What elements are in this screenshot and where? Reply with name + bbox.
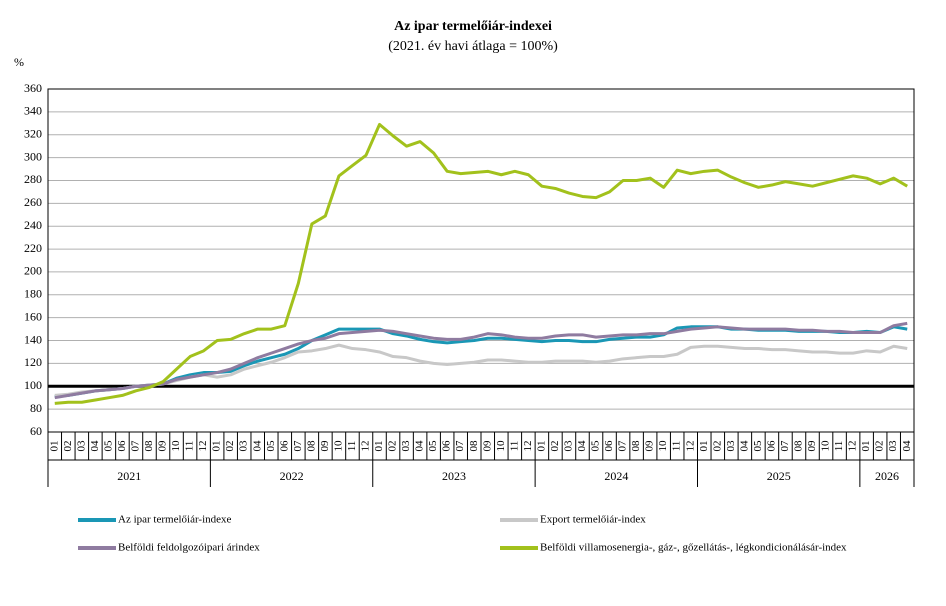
x-tick-label: 12 xyxy=(522,441,534,452)
x-tick-label: 11 xyxy=(671,441,683,452)
x-tick-label: 06 xyxy=(116,440,128,452)
x-tick-label: 03 xyxy=(75,440,87,452)
x-tick-label: 10 xyxy=(657,440,669,452)
x-tick-label: 04 xyxy=(89,440,101,452)
chart-title: Az ipar termelőiár-indexei xyxy=(394,19,552,34)
x-tick-label: 02 xyxy=(62,441,74,452)
x-tick-label: 12 xyxy=(197,441,209,452)
y-tick-label: 120 xyxy=(24,355,42,369)
x-tick-label: 07 xyxy=(454,440,466,452)
year-label: 2024 xyxy=(604,469,628,483)
x-tick-label: 06 xyxy=(603,440,615,452)
x-tick-label: 04 xyxy=(901,440,913,452)
y-tick-label: 60 xyxy=(30,424,42,438)
legend-label: Belföldi feldolgozóipari árindex xyxy=(118,542,260,554)
x-tick-label: 03 xyxy=(725,440,737,452)
x-tick-label: 01 xyxy=(860,441,872,452)
x-tick-label: 04 xyxy=(251,440,263,452)
x-tick-label: 04 xyxy=(738,440,750,452)
y-tick-label: 160 xyxy=(24,309,42,323)
x-tick-label: 05 xyxy=(590,440,602,452)
x-tick-label: 11 xyxy=(833,441,845,452)
series-line xyxy=(54,321,908,400)
x-tick-label: 08 xyxy=(630,440,642,452)
x-tick-label: 11 xyxy=(346,441,358,452)
x-tick-label: 08 xyxy=(793,440,805,452)
x-tick-label: 09 xyxy=(319,440,331,452)
series-line xyxy=(54,122,908,405)
x-tick-label: 03 xyxy=(887,440,899,452)
x-tick-label: 02 xyxy=(224,441,236,452)
x-tick-label: 12 xyxy=(684,441,696,452)
legend-label: Export termelőiár-index xyxy=(540,514,646,526)
x-tick-label: 02 xyxy=(874,441,886,452)
y-tick-label: 280 xyxy=(24,172,42,186)
x-tick-label: 01 xyxy=(211,441,223,452)
y-tick-label: 180 xyxy=(24,287,42,301)
y-tick-label: 80 xyxy=(30,401,42,415)
y-tick-label: 240 xyxy=(24,218,42,232)
year-label: 2022 xyxy=(280,469,304,483)
x-tick-label: 09 xyxy=(157,440,169,452)
x-tick-label: 08 xyxy=(143,440,155,452)
year-label: 2023 xyxy=(442,469,466,483)
x-tick-label: 03 xyxy=(400,440,412,452)
x-tick-label: 01 xyxy=(48,441,60,452)
y-tick-label: 200 xyxy=(24,264,42,278)
year-label: 2021 xyxy=(117,469,141,483)
year-label: 2025 xyxy=(767,469,791,483)
x-tick-label: 10 xyxy=(495,440,507,452)
x-tick-label: 08 xyxy=(305,440,317,452)
x-tick-label: 10 xyxy=(820,440,832,452)
x-tick-label: 12 xyxy=(847,441,859,452)
x-tick-label: 01 xyxy=(535,441,547,452)
x-tick-label: 11 xyxy=(508,441,520,452)
legend-label: Belföldi villamosenergia-, gáz-, gőzellá… xyxy=(540,542,847,554)
x-tick-label: 06 xyxy=(441,440,453,452)
x-tick-label: 03 xyxy=(562,440,574,452)
y-tick-label: 100 xyxy=(24,378,42,392)
x-tick-label: 05 xyxy=(265,440,277,452)
y-tick-label: 260 xyxy=(24,195,42,209)
x-tick-label: 04 xyxy=(414,440,426,452)
x-tick-label: 09 xyxy=(481,440,493,452)
x-tick-label: 12 xyxy=(360,441,372,452)
legend-label: Az ipar termelőiár-indexe xyxy=(118,514,232,526)
x-tick-label: 07 xyxy=(779,440,791,452)
year-label: 2026 xyxy=(875,469,899,483)
x-tick-label: 06 xyxy=(278,440,290,452)
x-tick-label: 02 xyxy=(711,441,723,452)
x-tick-label: 07 xyxy=(617,440,629,452)
x-tick-label: 06 xyxy=(765,440,777,452)
x-tick-label: 09 xyxy=(806,440,818,452)
chart-subtitle: (2021. év havi átlaga = 100%) xyxy=(388,39,558,54)
x-tick-label: 05 xyxy=(752,440,764,452)
y-tick-label: 320 xyxy=(24,126,42,140)
x-tick-label: 03 xyxy=(238,440,250,452)
x-tick-label: 02 xyxy=(387,441,399,452)
series-line xyxy=(54,343,908,397)
y-tick-label: 140 xyxy=(24,332,42,346)
x-tick-label: 10 xyxy=(170,440,182,452)
x-tick-label: 07 xyxy=(129,440,141,452)
x-tick-label: 08 xyxy=(468,440,480,452)
y-tick-label: 340 xyxy=(24,104,42,118)
y-tick-label: 220 xyxy=(24,241,42,255)
x-tick-label: 09 xyxy=(644,440,656,452)
x-tick-label: 05 xyxy=(102,440,114,452)
x-tick-label: 04 xyxy=(576,440,588,452)
x-tick-label: 02 xyxy=(549,441,561,452)
x-tick-label: 01 xyxy=(373,441,385,452)
x-tick-label: 01 xyxy=(698,441,710,452)
y-tick-label: 300 xyxy=(24,149,42,163)
x-tick-label: 10 xyxy=(332,440,344,452)
x-tick-label: 05 xyxy=(427,440,439,452)
x-tick-label: 11 xyxy=(184,441,196,452)
y-unit: % xyxy=(14,55,24,69)
x-tick-label: 07 xyxy=(292,440,304,452)
y-tick-label: 360 xyxy=(24,81,42,95)
